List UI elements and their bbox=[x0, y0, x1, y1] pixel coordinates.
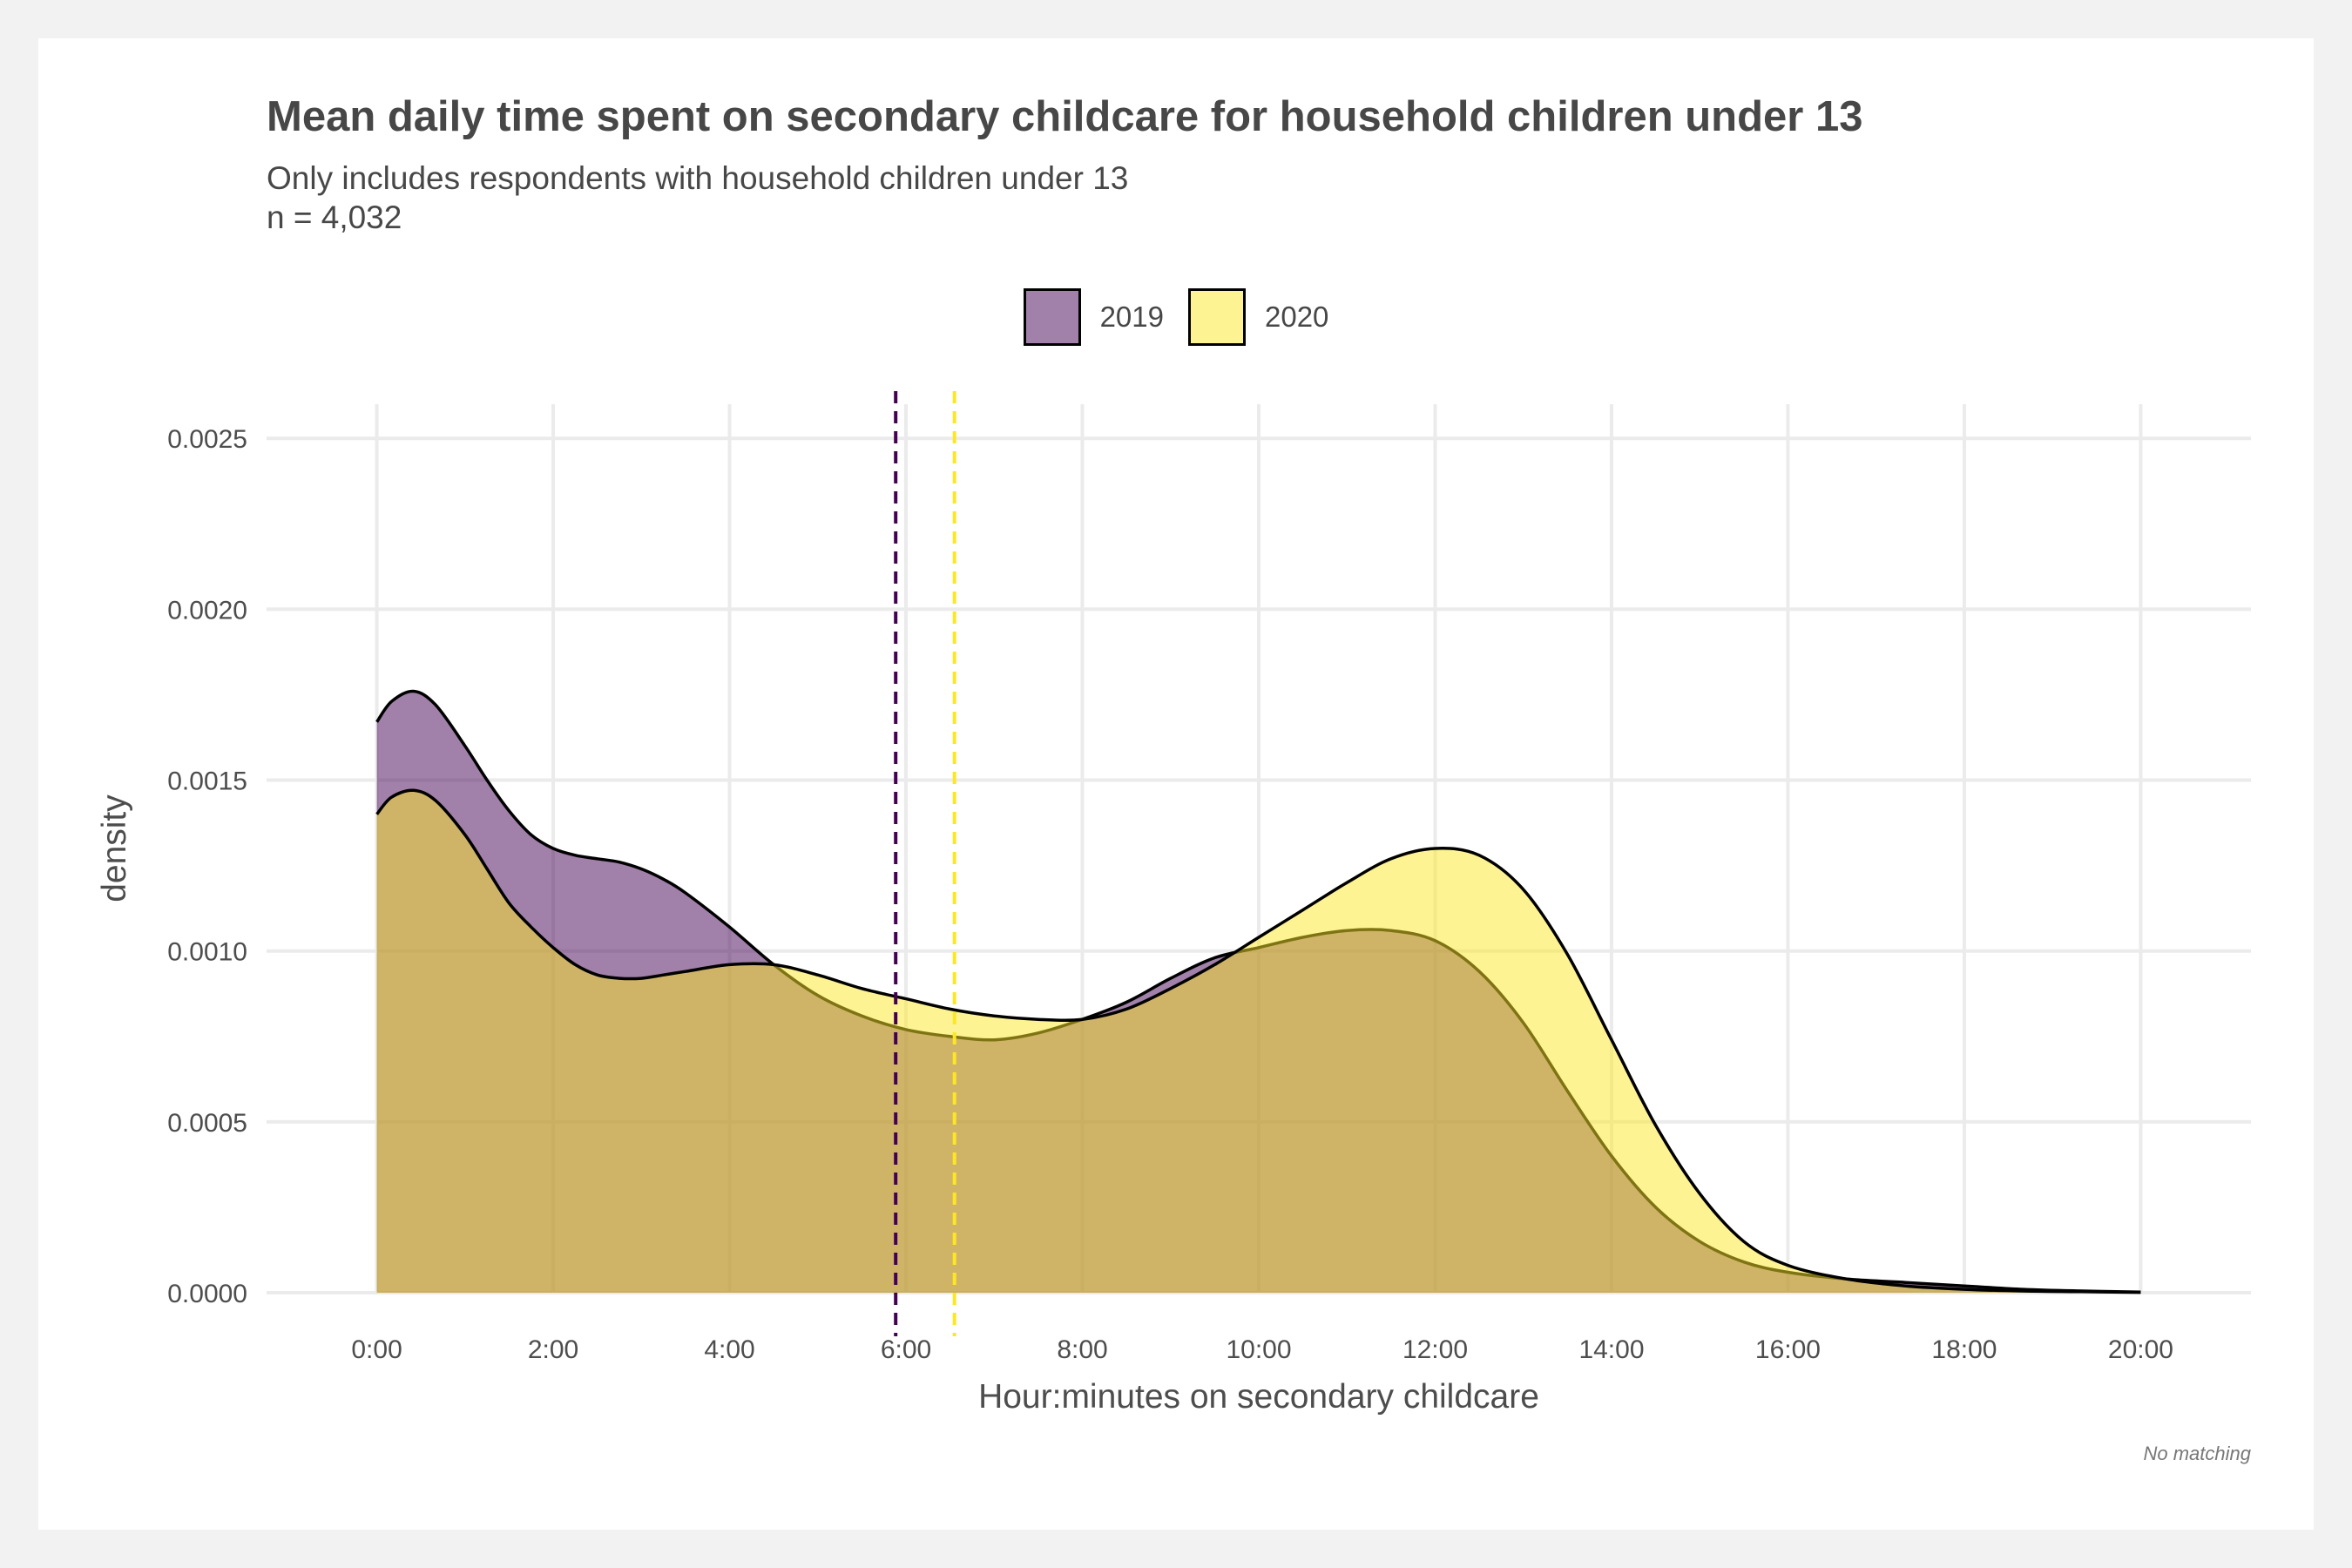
x-tick-label-2: 4:00 bbox=[704, 1335, 754, 1364]
chart-subtitle: Only includes respondents with household… bbox=[267, 159, 1128, 237]
density-plot: 0.0000 0.0005 0.0010 0.0015 0.0020 0.0025 0:00… bbox=[96, 391, 2251, 1416]
density-outline-2020 bbox=[375, 788, 2141, 1294]
chart-card: Mean daily time spent on secondary child… bbox=[38, 38, 2314, 1530]
y-tick-label-3: 0.0015 bbox=[167, 767, 247, 796]
density-area-2020 bbox=[376, 790, 2141, 1293]
y-tick-label-4: 0.0020 bbox=[167, 596, 247, 625]
x-tick-label-3: 6:00 bbox=[881, 1335, 931, 1364]
subtitle-line-1: Only includes respondents with household… bbox=[267, 160, 1129, 196]
y-axis-title: density bbox=[96, 794, 133, 902]
y-tick-label-5: 0.0025 bbox=[167, 425, 247, 454]
legend-key-2019 bbox=[1023, 288, 1081, 346]
x-tick-label-4: 8:00 bbox=[1057, 1335, 1107, 1364]
chart-caption: No matching bbox=[2143, 1443, 2251, 1464]
legend-label-2020: 2020 bbox=[1265, 301, 1329, 333]
legend: 2019 2020 bbox=[38, 282, 2314, 352]
x-tick-label-9: 18:00 bbox=[1931, 1335, 1997, 1364]
x-tick-label-7: 14:00 bbox=[1578, 1335, 1644, 1364]
y-tick-label-2: 0.0010 bbox=[167, 938, 247, 967]
x-tick-label-6: 12:00 bbox=[1402, 1335, 1468, 1364]
legend-item-2020: 2020 bbox=[1188, 288, 1328, 346]
subtitle-line-2: n = 4,032 bbox=[267, 199, 402, 235]
legend-label-2019: 2019 bbox=[1099, 301, 1164, 333]
x-tick-label-1: 2:00 bbox=[528, 1335, 578, 1364]
x-tick-label-5: 10:00 bbox=[1226, 1335, 1291, 1364]
x-tick-label-8: 16:00 bbox=[1755, 1335, 1821, 1364]
x-tick-label-0: 0:00 bbox=[351, 1335, 402, 1364]
y-tick-label-1: 0.0005 bbox=[167, 1109, 247, 1138]
legend-item-2019: 2019 bbox=[1023, 288, 1164, 346]
x-axis-title: Hour:minutes on secondary childcare bbox=[978, 1378, 1539, 1416]
y-tick-label-0: 0.0000 bbox=[167, 1280, 247, 1308]
legend-key-2020 bbox=[1188, 288, 1246, 346]
chart-title: Mean daily time spent on secondary child… bbox=[267, 93, 1863, 140]
x-tick-label-10: 20:00 bbox=[2108, 1335, 2173, 1364]
